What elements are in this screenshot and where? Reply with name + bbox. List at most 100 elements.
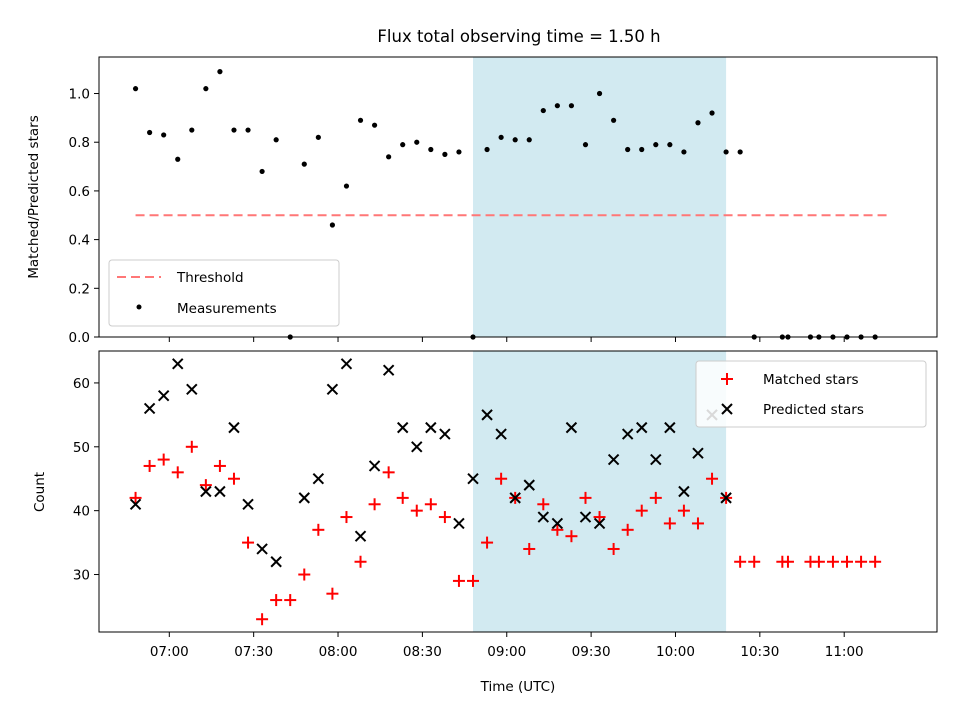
top-ytick-label: 0.0 xyxy=(69,330,90,346)
predicted-point xyxy=(214,485,226,498)
matched-point xyxy=(593,511,606,524)
predicted-point xyxy=(720,492,732,504)
predicted-point xyxy=(312,473,325,485)
predicted-point xyxy=(157,389,170,402)
bottom-ytick-label: 30 xyxy=(73,568,90,584)
top-panel: 0.0 0.2 0.4 0.6 0.8 1.0 Matched/Predicted sta… xyxy=(26,56,938,346)
matched-point xyxy=(284,594,297,607)
bottom-xtick-label: 10:30 xyxy=(740,644,779,660)
bottom-xtick-label: 07:00 xyxy=(150,644,189,660)
predicted-point xyxy=(425,421,437,434)
matched-point xyxy=(607,542,620,555)
matched-point xyxy=(734,555,747,568)
matched-point xyxy=(621,523,634,536)
matched-point xyxy=(855,555,868,568)
predicted-point xyxy=(228,421,240,434)
bottom-xtick-label: 10:00 xyxy=(656,644,695,660)
measurement-point xyxy=(414,139,420,145)
measurement-point xyxy=(456,149,462,155)
top-shaded-region xyxy=(473,57,727,337)
predicted-point xyxy=(186,383,198,396)
bottom-legend: Matched stars Predicted stars xyxy=(695,360,927,428)
measurement-point xyxy=(526,137,532,143)
predicted-point xyxy=(650,453,662,466)
matched-point xyxy=(781,555,794,568)
matched-point xyxy=(368,498,381,511)
matched-point xyxy=(340,511,353,524)
predicted-point xyxy=(593,517,606,530)
top-ylabel: Matched/Predicted stars xyxy=(26,115,42,278)
measurement-point xyxy=(400,142,406,148)
matched-point xyxy=(579,491,592,504)
measurement-point xyxy=(540,107,546,114)
bottom-panel: 30 40 50 60 07:00 07:30 08:00 08:30 09:00 09:30 10… xyxy=(32,350,938,695)
measurement-point xyxy=(161,132,167,138)
top-ytick-label: 0.6 xyxy=(69,184,90,200)
predicted-point xyxy=(678,485,690,498)
matched-point xyxy=(256,613,269,626)
measurement-point xyxy=(147,129,153,136)
predicted-point xyxy=(579,511,592,523)
predicted-point xyxy=(453,517,465,530)
measurement-point xyxy=(245,127,251,133)
matched-point xyxy=(635,504,648,517)
measurement-point xyxy=(625,146,631,153)
measurement-point xyxy=(611,117,617,123)
measurement-point xyxy=(273,137,279,143)
predicted-point xyxy=(396,421,409,434)
predicted-point xyxy=(607,453,620,466)
predicted-point xyxy=(172,358,184,370)
matched-point xyxy=(354,555,367,568)
measurement-point xyxy=(371,122,378,128)
matched-point xyxy=(410,504,423,517)
bottom-legend-box xyxy=(695,360,927,428)
matched-point xyxy=(467,574,480,587)
measurement-point xyxy=(639,146,645,153)
predicted-point xyxy=(298,492,310,504)
predicted-point xyxy=(354,530,367,542)
measurement-point xyxy=(231,127,237,133)
predicted-point xyxy=(242,498,254,510)
matched-point xyxy=(523,542,536,555)
measurement-point xyxy=(301,161,307,167)
matched-point xyxy=(157,453,170,466)
measurement-point xyxy=(442,151,448,157)
predicted-point xyxy=(692,447,704,459)
top-axes-frame xyxy=(98,56,938,338)
predicted-point xyxy=(368,460,381,472)
measurement-point xyxy=(554,103,560,109)
bottom-xtick-label: 07:30 xyxy=(234,644,273,660)
matched-point xyxy=(452,574,465,587)
predicted-point xyxy=(621,428,634,440)
bottom-axes-frame xyxy=(98,350,938,633)
top-ytick-label: 0.8 xyxy=(69,135,90,151)
matched-point xyxy=(537,498,550,511)
matched-point xyxy=(691,517,704,530)
predicted-point xyxy=(551,517,564,530)
bottom-shaded-region xyxy=(473,351,727,632)
matched-point xyxy=(748,555,761,568)
predicted-point xyxy=(382,364,395,376)
matched-point xyxy=(826,555,839,568)
measurement-point xyxy=(709,110,715,116)
measurement-point xyxy=(189,127,195,133)
legend-measurements-label: Measurements xyxy=(177,301,277,317)
measurement-point xyxy=(175,156,181,162)
predicted-point xyxy=(439,428,451,440)
bottom-xtick-label: 11:00 xyxy=(825,644,864,660)
matched-point xyxy=(706,472,719,485)
matched-point xyxy=(270,594,283,607)
matched-point xyxy=(242,536,255,549)
legend-matched-swatch xyxy=(721,373,733,385)
bottom-ticks: 30 40 50 60 07:00 07:30 08:00 08:30 09:00 09:30 10… xyxy=(73,376,864,660)
measurement-point xyxy=(667,142,673,148)
measurement-point xyxy=(315,134,321,140)
measurement-point xyxy=(217,69,223,75)
matched-point xyxy=(812,555,825,568)
top-legend: Threshold Measurements xyxy=(108,259,340,327)
predicted-point xyxy=(143,402,156,415)
matched-point xyxy=(171,466,184,479)
predicted-point xyxy=(565,421,578,434)
matched-point xyxy=(227,472,240,485)
